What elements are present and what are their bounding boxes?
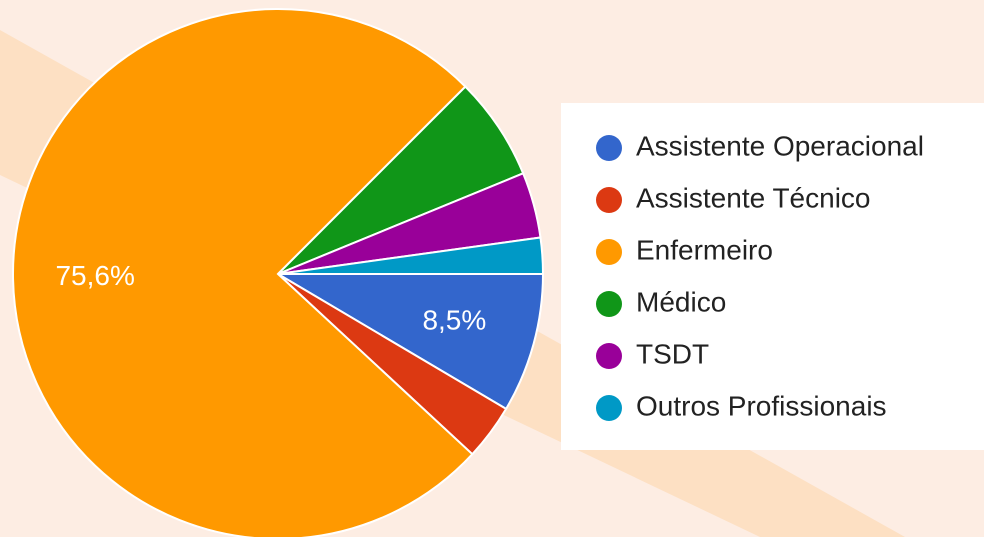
legend-swatch [596,187,622,213]
legend-swatch [596,291,622,317]
legend-label: Assistente Técnico [636,182,871,213]
data-label: 75,6% [55,260,134,291]
pie-slice [12,8,474,537]
data-label: 8,5% [422,305,486,336]
legend-label: Enfermeiro [636,234,773,265]
legend-label: Assistente Operacional [636,130,924,161]
legend-swatch [596,395,622,421]
legend-label: TSDT [636,338,709,369]
legend-swatch [596,343,622,369]
pie-slice [277,236,545,275]
legend-swatch [596,135,622,161]
pie: 8,5% 75,6% [12,8,545,537]
legend-swatch [596,239,622,265]
legend-box [561,103,984,450]
legend-label: Médico [636,286,726,317]
legend: Assistente Operacional Assistente Técnico… [596,130,924,421]
pie-slice [274,273,545,411]
legend-label: Outros Profissionais [636,390,887,421]
